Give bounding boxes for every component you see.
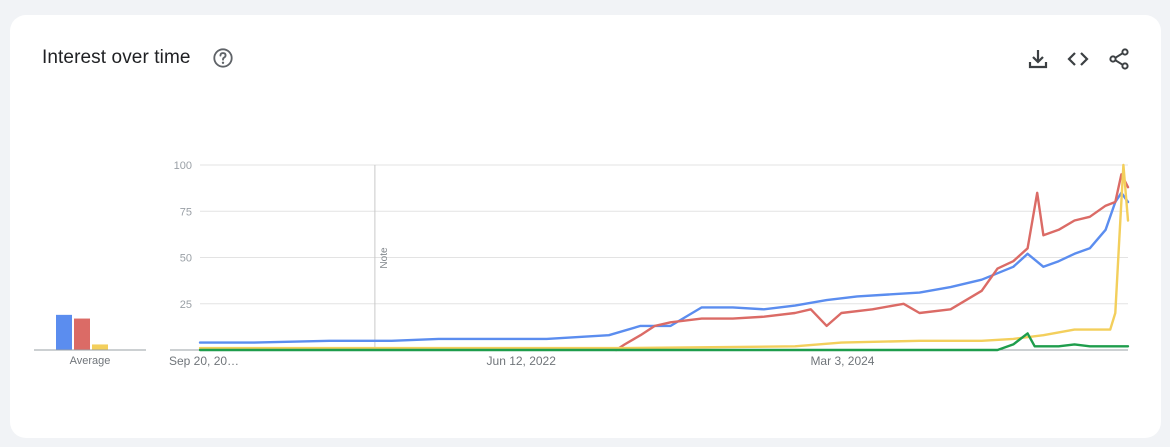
y-tick-label: 50 <box>180 253 192 265</box>
y-tick-label: 100 <box>174 160 192 172</box>
interest-over-time-card: Interest over time <box>10 15 1161 438</box>
card-title: Interest over time <box>42 47 191 68</box>
average-bar <box>92 344 108 350</box>
series-line <box>198 163 1130 350</box>
share-icon[interactable] <box>1107 47 1131 71</box>
average-bar <box>56 314 72 350</box>
series-line <box>198 191 1130 344</box>
code-icon[interactable] <box>1066 47 1090 71</box>
average-label: Average <box>70 355 111 367</box>
series-line <box>614 173 1130 352</box>
series-line <box>198 332 1130 352</box>
download-icon[interactable] <box>1026 47 1050 71</box>
x-tick-label: Jun 12, 2022 <box>487 354 557 368</box>
average-bar <box>74 318 90 350</box>
help-circle-icon[interactable] <box>212 47 234 69</box>
note-label: Note <box>379 247 390 269</box>
x-tick-label: Sep 20, 20… <box>169 354 239 368</box>
y-tick-label: 25 <box>180 299 192 311</box>
x-tick-label: Mar 3, 2024 <box>810 354 874 368</box>
y-tick-label: 75 <box>180 206 192 218</box>
